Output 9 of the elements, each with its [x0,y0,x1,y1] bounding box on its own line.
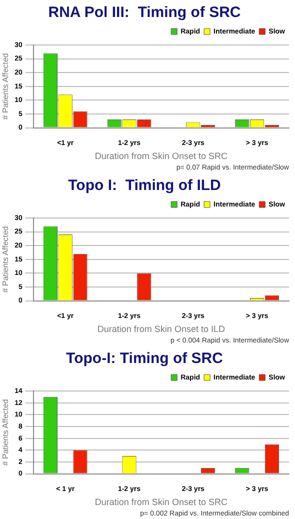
y-axis-title: # Patients Affected [1,226,10,293]
x-axis-title: Duration from Skin Onset to SRC [94,497,228,508]
chart-title: Topo I: Timing of ILD [68,177,222,194]
y-axis-title: # Patients Affected [1,53,10,120]
y-axis-title: # Patients Affected [1,399,10,466]
x-axis-title: Duration from Skin Onset to ILD [97,324,226,334]
chart-title: RNA Pol III: Timing of SRC [48,4,241,22]
x-axis-title: Duration from Skin Onset to SRC [94,151,228,162]
chart-title: Topo-I: Timing of SRC [66,350,224,368]
